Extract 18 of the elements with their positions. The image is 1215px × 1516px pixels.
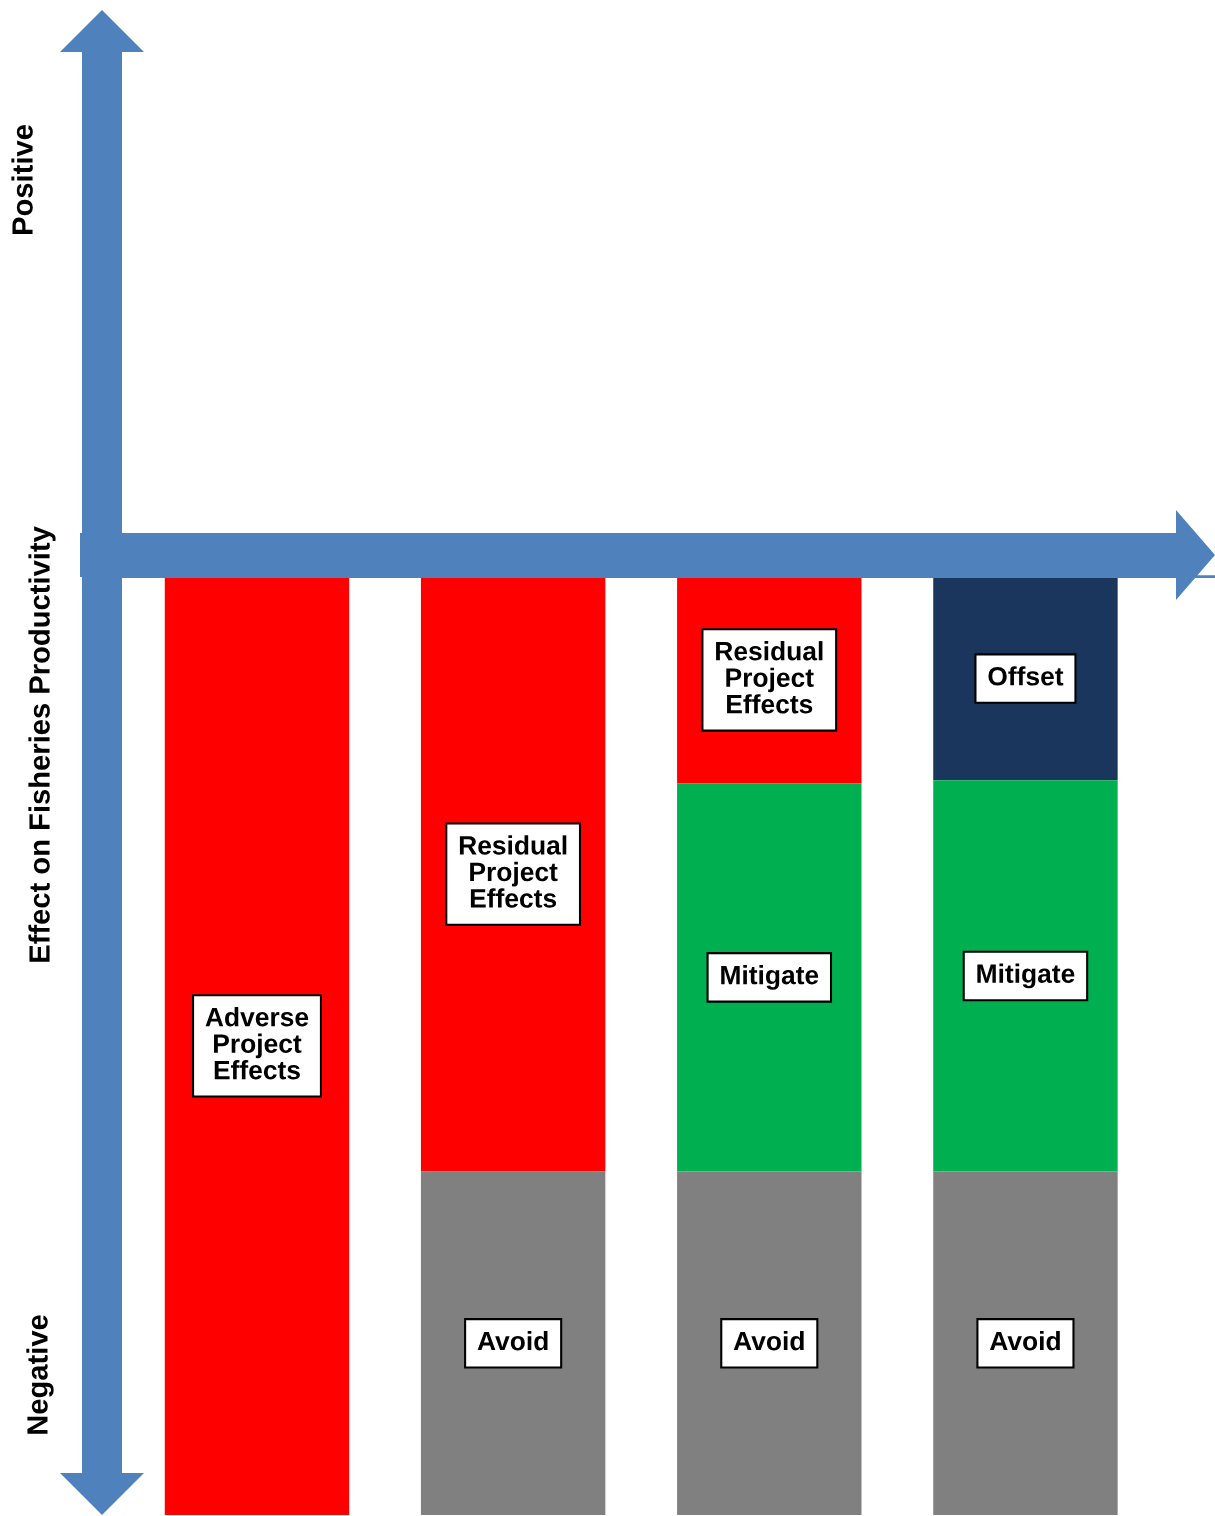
bar <box>677 1171 862 1515</box>
series-label: Adverse Project Effects <box>205 1007 309 1080</box>
series-label: Mitigate <box>721 965 819 990</box>
bar <box>677 783 862 1172</box>
bar <box>420 1171 606 1515</box>
bar <box>933 1171 1118 1515</box>
bar <box>164 576 350 1515</box>
text: Mitigate <box>977 963 1075 989</box>
bar <box>933 780 1118 1172</box>
series-label: Residual Project Effects <box>459 835 567 908</box>
y-axis-title: Effect on Fisheries Productivity <box>28 526 56 962</box>
text: Avoid <box>989 1331 1060 1351</box>
text: Negative <box>26 1315 54 1434</box>
series-label: Avoid <box>477 1331 548 1351</box>
text: Avoid <box>733 1331 804 1351</box>
series-label: Offset <box>988 666 1064 686</box>
text: Positive <box>11 125 33 234</box>
text: Residual Project Effects <box>716 641 823 714</box>
